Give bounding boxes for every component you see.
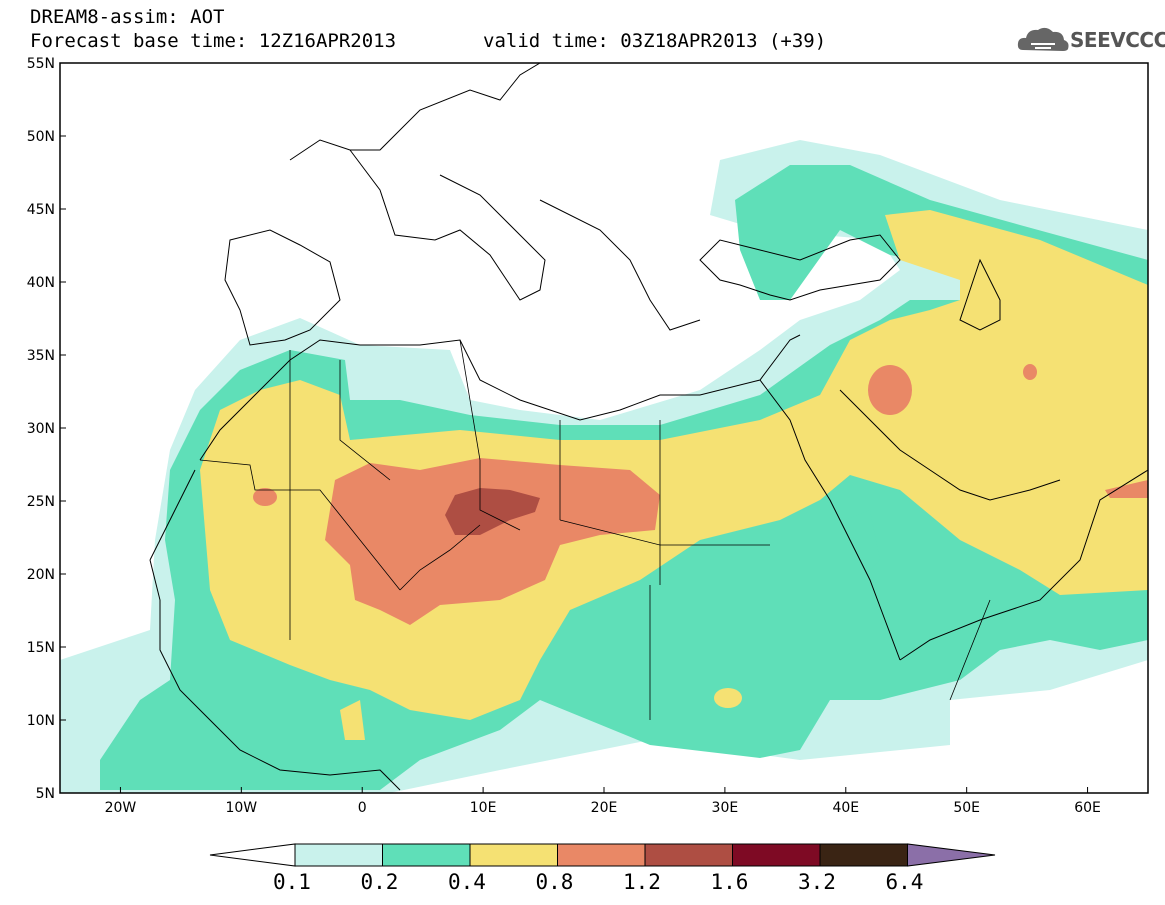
map-title: DREAM8-assim: AOT xyxy=(30,6,225,28)
lon-label: 30E xyxy=(712,800,739,816)
colorbar-label: 0.8 xyxy=(535,870,574,894)
lon-label: 0 xyxy=(358,800,367,816)
colorbar-swatch xyxy=(469,843,558,867)
lon-label: 60E xyxy=(1074,800,1101,816)
lat-label: 30N xyxy=(27,421,55,437)
lat-label: 5N xyxy=(36,786,55,802)
lat-label: 10N xyxy=(27,713,55,729)
aot-contour-1.2 xyxy=(445,488,540,535)
colorbar-label: 0.2 xyxy=(360,870,399,894)
lat-label: 25N xyxy=(27,494,55,510)
lon-label: 20E xyxy=(591,800,618,816)
valid-time: valid time: 03Z18APR2013 (+39) xyxy=(483,30,827,52)
aot-contour-0.8 xyxy=(253,364,1148,625)
lat-label: 45N xyxy=(27,202,55,218)
coastlines xyxy=(149,63,1148,791)
lat-label: 50N xyxy=(27,129,55,145)
logo-text: SEEVCCC xyxy=(1070,28,1165,52)
colorbar-swatch xyxy=(819,843,908,867)
colorbar-swatch xyxy=(294,843,383,867)
lon-label: 10E xyxy=(470,800,497,816)
lon-label: 50E xyxy=(953,800,980,816)
lat-label: 20N xyxy=(27,567,55,583)
colorbar-swatch xyxy=(644,843,733,867)
latitude-axis: 55N 50N 45N 40N 35N 30N 25N 20N 15N 10N 5N xyxy=(27,56,66,802)
colorbar-swatch xyxy=(382,843,471,867)
lon-label: 20W xyxy=(105,800,137,816)
colorbar-over-arrow xyxy=(907,843,996,867)
lat-label: 40N xyxy=(27,275,55,291)
colorbar-under-arrow xyxy=(209,843,296,867)
lat-label: 55N xyxy=(27,56,55,72)
colorbar-label: 6.4 xyxy=(885,870,924,894)
lat-label: 15N xyxy=(27,640,55,656)
colorbar-label: 0.1 xyxy=(273,870,311,894)
country-borders xyxy=(199,339,991,720)
cloud-icon xyxy=(1017,27,1069,51)
lon-label: 10W xyxy=(225,800,257,816)
seevccc-logo xyxy=(1015,22,1155,58)
colorbar-label: 1.2 xyxy=(623,870,661,894)
colorbar-label: 0.4 xyxy=(448,870,486,894)
colorbar-swatch xyxy=(557,843,646,867)
lon-label: 40E xyxy=(832,800,859,816)
colorbar-label: 3.2 xyxy=(798,870,836,894)
aot-green-patch xyxy=(845,510,880,580)
lat-label: 35N xyxy=(27,348,55,364)
colorbar-swatch xyxy=(732,843,821,867)
colorbar-label: 1.6 xyxy=(710,870,749,894)
forecast-base-time: Forecast base time: 12Z16APR2013 xyxy=(30,30,397,52)
longitude-axis: 20W 10W 0 10E 20E 30E 40E 50E 60E xyxy=(105,787,1101,816)
